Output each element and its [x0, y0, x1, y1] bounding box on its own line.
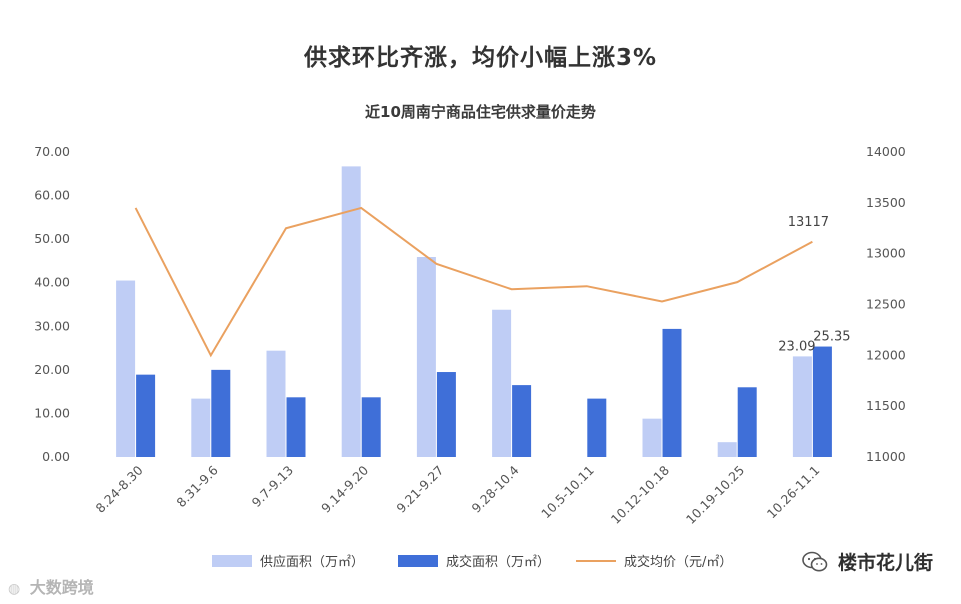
wechat-icon — [802, 551, 828, 571]
right-tick-label: 14000 — [866, 144, 906, 159]
left-tick-label: 20.00 — [34, 362, 70, 377]
supply-bar — [266, 350, 286, 457]
x-tick-label: 10.5-10.11 — [538, 463, 597, 522]
supply-bar — [717, 442, 737, 457]
x-tick-label: 8.31-9.6 — [173, 462, 221, 510]
right-tick-label: 13500 — [866, 195, 906, 210]
x-tick-label: 9.14-9.20 — [318, 462, 371, 515]
price-line-path — [134, 206, 813, 358]
left-axis: 0.00 10.00 20.00 30.00 40.00 50.00 60.00 70.00 — [34, 144, 70, 464]
legend-swatch-price — [576, 559, 616, 562]
right-tick-label: 11500 — [866, 398, 906, 413]
right-tick-label: 12500 — [866, 297, 906, 312]
legend-label-supply: 供应面积（万㎡） — [260, 555, 365, 570]
supply-bar — [116, 280, 136, 457]
left-tick-label: 0.00 — [42, 449, 70, 464]
footer-left-brand: ◍ 大数跨境 — [8, 574, 94, 598]
x-tick-label: 9.28-10.4 — [469, 462, 522, 515]
footer-right-text: 楼市花儿街 — [837, 552, 933, 574]
supply-bar — [492, 309, 512, 457]
deal-bar — [211, 369, 231, 457]
supply-bar — [341, 166, 361, 457]
right-tick-label: 13000 — [866, 246, 906, 261]
left-tick-label: 70.00 — [34, 144, 70, 159]
deal-bar — [812, 346, 832, 457]
deal-bar — [436, 372, 456, 457]
supply-bar — [191, 398, 211, 457]
deal-bar — [361, 397, 381, 457]
left-tick-label: 40.00 — [34, 275, 70, 290]
left-tick-label: 30.00 — [34, 318, 70, 333]
data-label: 13117 — [788, 215, 829, 230]
x-tick-label: 9.7-9.13 — [249, 463, 297, 511]
deal-bar — [512, 385, 532, 457]
x-tick-label: 10.12-10.18 — [608, 462, 672, 526]
legend: 供应面积（万㎡） 成交面积（万㎡） 成交均价（元/㎡） — [0, 551, 961, 573]
supply-bar — [792, 356, 812, 457]
x-tick-label: 8.24-8.30 — [93, 462, 146, 515]
deal-bar — [286, 397, 306, 457]
footer-right-brand: 楼市花儿街 — [802, 548, 933, 575]
legend-item-deal: 成交面积（万㎡） — [398, 551, 550, 570]
right-tick-label: 11000 — [866, 449, 906, 464]
price-line — [134, 206, 813, 358]
bars — [116, 166, 832, 457]
footer-left-text: 大数跨境 — [29, 578, 94, 597]
right-axis: 11000 11500 12000 12500 13000 13500 14000 — [866, 144, 906, 464]
x-tick-label: 9.21-9.27 — [393, 463, 446, 516]
deal-bar — [662, 328, 682, 457]
deal-bar — [587, 398, 607, 457]
legend-item-price: 成交均价（元/㎡） — [576, 551, 732, 570]
left-tick-label: 10.00 — [34, 405, 70, 420]
legend-label-price: 成交均价（元/㎡） — [624, 555, 733, 570]
chart-title: 近10周南宁商品住宅供求量价走势 — [365, 103, 596, 121]
legend-label-deal: 成交面积（万㎡） — [446, 555, 551, 570]
legend-item-supply: 供应面积（万㎡） — [212, 551, 364, 570]
legend-swatch-supply — [212, 554, 252, 567]
supply-bar — [416, 257, 436, 457]
data-label: 23.09 — [778, 339, 815, 354]
deal-bar — [737, 387, 757, 457]
left-tick-label: 50.00 — [34, 231, 70, 246]
right-tick-label: 12000 — [866, 347, 906, 362]
legend-swatch-deal — [398, 554, 438, 567]
x-tick-label: 10.26-11.1 — [764, 463, 823, 522]
headline: 供求环比齐涨，均价小幅上涨3% — [303, 45, 658, 71]
left-tick-label: 60.00 — [34, 188, 70, 203]
x-tick-label: 10.19-10.25 — [683, 463, 747, 527]
x-axis: 8.24-8.30 8.31-9.6 9.7-9.13 9.14-9.20 9.21-9… — [93, 462, 823, 526]
supply-bar — [642, 418, 662, 457]
data-label: 25.35 — [813, 330, 850, 345]
deal-bar — [136, 374, 156, 457]
brand-logo-icon: ◍ — [8, 581, 21, 597]
